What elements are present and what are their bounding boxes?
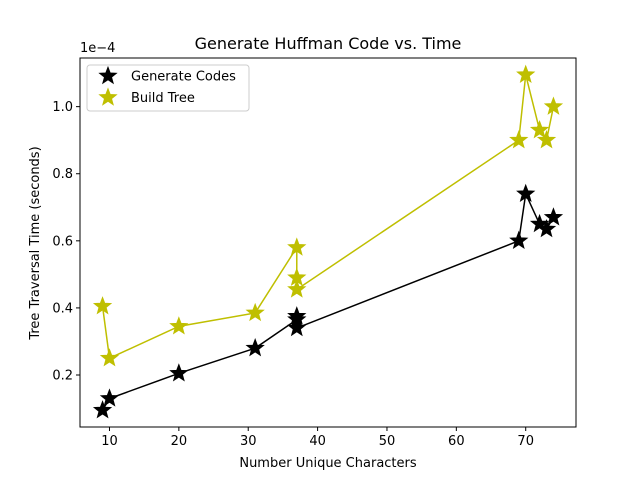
data-point — [245, 302, 265, 322]
x-tick-label: 40 — [309, 434, 326, 449]
data-point — [245, 338, 265, 357]
data-point — [169, 316, 189, 335]
x-axis-ticks: 10 20 30 40 50 60 70 — [101, 427, 534, 449]
legend-label: Generate Codes — [131, 70, 236, 85]
data-point — [99, 388, 120, 407]
y-axis-ticks: 0.2 0.4 0.6 0.8 1.0 — [52, 100, 80, 384]
x-tick-label: 10 — [101, 434, 118, 449]
data-point — [536, 218, 557, 238]
x-tick-label: 20 — [171, 434, 188, 449]
chart-title: Generate Huffman Code vs. Time — [195, 34, 462, 53]
x-tick-label: 30 — [240, 434, 257, 449]
data-point — [99, 348, 120, 367]
data-point — [543, 207, 564, 226]
legend-item-0: Generate Codes — [98, 65, 236, 85]
legend-marker — [98, 87, 118, 106]
legend-box — [86, 64, 250, 112]
legend: Generate Codes Build Tree — [86, 64, 250, 112]
data-point — [516, 64, 536, 83]
data-point — [92, 296, 113, 315]
series-line — [101, 191, 555, 411]
data-point — [529, 119, 550, 139]
y-axis-label: Tree Traversal Time (seconds) — [28, 146, 43, 340]
y-tick-label: 0.4 — [52, 301, 73, 316]
data-point — [536, 130, 557, 149]
series-0 — [92, 183, 564, 419]
data-point — [287, 317, 307, 337]
data-point — [509, 130, 529, 149]
y-tick-label: 0.2 — [52, 369, 73, 384]
x-tick-label: 50 — [379, 434, 396, 449]
data-point — [169, 363, 189, 382]
plot-frame — [79, 57, 577, 428]
legend-marker — [98, 65, 118, 85]
series-layer — [92, 64, 564, 419]
data-point — [287, 237, 307, 256]
legend-label: Build Tree — [131, 91, 195, 106]
y-tick-label: 1.0 — [52, 100, 73, 115]
data-point — [543, 96, 564, 115]
data-point — [509, 230, 529, 250]
legend-item-1: Build Tree — [98, 87, 195, 106]
x-tick-label: 70 — [517, 434, 534, 449]
y-tick-label: 0.8 — [52, 167, 73, 182]
data-point — [287, 279, 307, 298]
y-axis-offset-text: 1e−4 — [80, 41, 115, 56]
x-axis-label: Number Unique Characters — [239, 456, 417, 471]
data-point — [516, 183, 536, 203]
x-tick-label: 60 — [448, 434, 465, 449]
series-1 — [92, 64, 564, 367]
data-point — [92, 400, 113, 419]
y-tick-label: 0.6 — [52, 234, 73, 249]
